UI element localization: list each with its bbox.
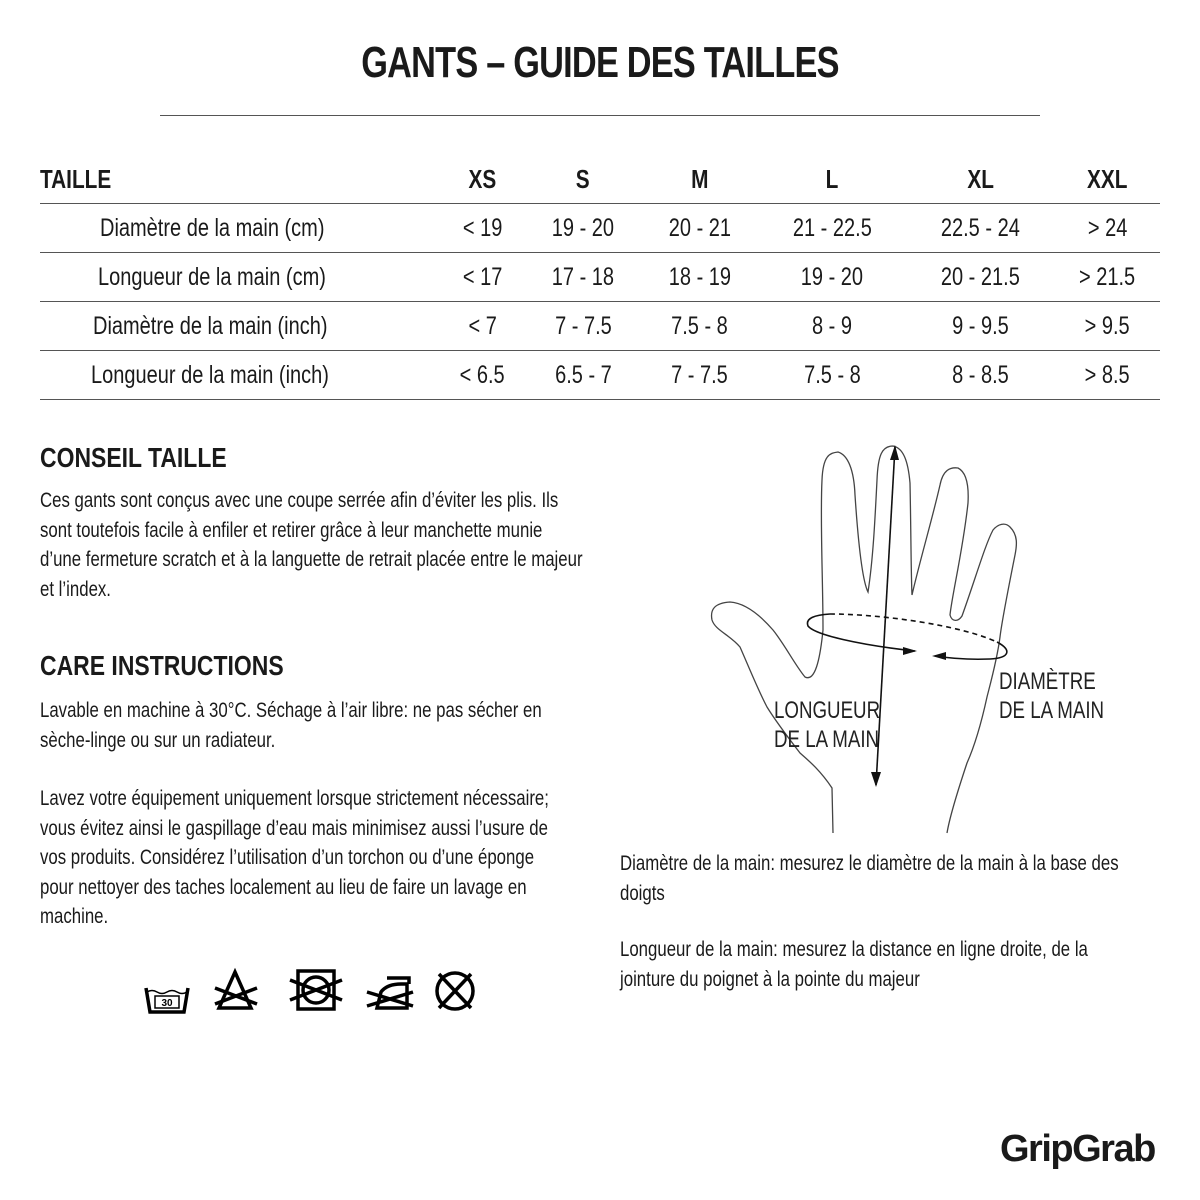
size-value-cell: 7.5 - 8 [641, 301, 759, 351]
title-divider [160, 115, 1040, 116]
diameter-note: Diamètre de la main: mesurez le diamètre… [620, 852, 1119, 905]
size-value-cell: 22.5 - 24 [906, 203, 1055, 253]
diameter-loop [806, 613, 916, 652]
size-value-cell: < 17 [440, 252, 525, 302]
table-row: Longueur de la main (cm) < 17 17 - 18 18 - … [40, 252, 1160, 302]
length-arrow [875, 446, 896, 786]
header-cell: XS [468, 163, 497, 194]
no-bleach-icon [214, 967, 258, 1010]
length-note: Longueur de la main: mesurez la distance… [620, 938, 1088, 991]
header-cell: XL [967, 163, 994, 194]
measurement-label: Diamètre de la main (inch) [40, 301, 440, 351]
table-header-row: TAILLE XS S M L XL XXL [40, 155, 1160, 204]
size-value-cell: > 21.5 [1054, 252, 1160, 302]
size-value-cell: 18 - 19 [641, 252, 759, 302]
measurement-label: Diamètre de la main (cm) [40, 203, 440, 253]
size-value-cell: 7 - 7.5 [524, 301, 642, 351]
care-text-1: Lavable en machine à 30°C. Séchage à l’a… [40, 699, 542, 752]
size-value-cell: < 7 [440, 301, 525, 351]
size-value-cell: 19 - 20 [758, 252, 907, 302]
page-title: GANTS – GUIDE DES TAILLES [361, 38, 839, 87]
hand-outline [710, 445, 1018, 834]
diameter-label: DIAMÈTRE DE LA MAIN [999, 668, 1105, 724]
length-label: LONGUEUR DE LA MAIN [774, 697, 881, 753]
size-value-cell: 6.5 - 7 [524, 350, 642, 400]
wash-30-icon: 30 [144, 987, 190, 1014]
header-cell: S [576, 163, 590, 194]
size-value-cell: 20 - 21.5 [906, 252, 1055, 302]
size-value-cell: > 8.5 [1054, 350, 1160, 400]
measurement-label: Longueur de la main (cm) [40, 252, 440, 302]
size-advice-heading: CONSEIL TAILLE [40, 442, 227, 473]
size-value-cell: 9 - 9.5 [906, 301, 1055, 351]
svg-text:30: 30 [161, 998, 173, 1009]
size-value-cell: > 9.5 [1054, 301, 1160, 351]
size-value-cell: 7.5 - 8 [758, 350, 907, 400]
header-cell: XXL [1087, 163, 1128, 194]
size-value-cell: 21 - 22.5 [758, 203, 907, 253]
size-value-cell: 7 - 7.5 [641, 350, 759, 400]
header-cell: TAILLE [40, 163, 112, 194]
care-text-2: Lavez votre équipement uniquement lorsqu… [40, 787, 549, 928]
size-table: TAILLE XS S M L XL XXL Diamètre de la ma… [40, 155, 1160, 400]
care-heading: CARE INSTRUCTIONS [40, 650, 284, 681]
brand-logo: GripGrab [1000, 1128, 1156, 1170]
no-tumble-dry-icon [289, 969, 343, 1011]
measurement-label: Longueur de la main (inch) [40, 350, 440, 400]
size-value-cell: 17 - 18 [524, 252, 642, 302]
size-value-cell: 19 - 20 [524, 203, 642, 253]
no-dry-clean-icon [435, 971, 475, 1011]
header-cell: M [691, 163, 709, 194]
size-advice-text: Ces gants sont conçus avec une coupe ser… [40, 489, 583, 601]
table-row: Diamètre de la main (cm) < 19 19 - 20 20 - … [40, 203, 1160, 253]
care-icons: 30 [144, 967, 475, 1014]
size-value-cell: 8 - 9 [758, 301, 907, 351]
header-cell: L [825, 163, 839, 194]
size-value-cell: > 24 [1054, 203, 1160, 253]
no-iron-icon [366, 976, 414, 1010]
size-value-cell: < 6.5 [440, 350, 525, 400]
size-value-cell: 8 - 8.5 [906, 350, 1055, 400]
size-value-cell: 20 - 21 [641, 203, 759, 253]
size-value-cell: < 19 [440, 203, 525, 253]
